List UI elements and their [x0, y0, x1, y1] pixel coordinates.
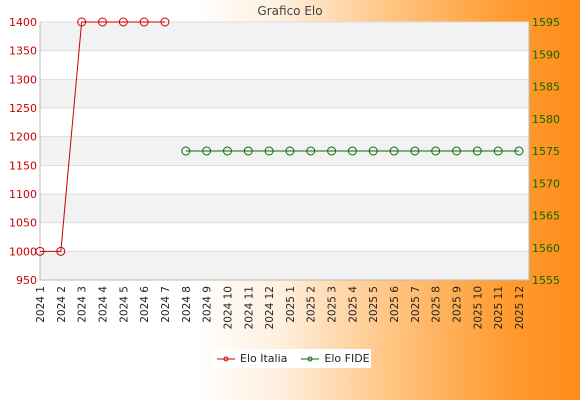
data-point-elo-fide: [410, 146, 420, 156]
left-tick-label: 1200: [9, 131, 37, 144]
legend-item-elo-italia: Elo Italia: [217, 352, 287, 365]
left-tick-label: 1250: [9, 102, 37, 115]
data-point-elo-fide: [514, 146, 524, 156]
x-tick-label: 2024 8: [181, 286, 193, 323]
right-tick-label: 1555: [532, 274, 560, 287]
x-tick-label: 2024 1: [35, 286, 47, 323]
right-tick-label: 1580: [532, 113, 560, 126]
grid-band: [40, 251, 529, 280]
data-point-elo-fide: [368, 146, 378, 156]
legend-swatch-elo-italia: [217, 356, 235, 361]
legend-item-elo-fide: Elo FIDE: [301, 352, 370, 365]
legend-label-elo-italia: Elo Italia: [240, 352, 288, 365]
grid-band: [40, 22, 529, 51]
left-tick-label: 1000: [9, 245, 37, 258]
x-axis-ticks: 2024 1 2024 2 2024 3 2024 4 2024 5 2024 6 2024…: [35, 286, 526, 330]
x-tick-label: 2025 3: [327, 286, 339, 323]
chart-title: Grafico Elo: [257, 4, 323, 18]
data-point-elo-italia: [35, 246, 45, 256]
x-tick-label: 2025 6: [389, 286, 401, 323]
data-point-elo-italia: [77, 17, 87, 27]
legend: Elo Italia Elo FIDE: [211, 349, 371, 368]
data-point-elo-italia: [97, 17, 107, 27]
x-tick-label: 2025 10: [472, 286, 484, 329]
data-point-elo-fide: [472, 146, 482, 156]
data-point-elo-fide: [222, 146, 232, 156]
grid-bands: [40, 22, 529, 280]
left-axis-ticks: 950 1000 1050 1100 1150 1200 1250 1300 1350 1400: [9, 16, 37, 287]
data-point-elo-fide: [347, 146, 357, 156]
data-point-elo-italia: [118, 17, 128, 27]
x-tick-label: 2024 5: [118, 286, 130, 323]
data-point-elo-fide: [306, 146, 316, 156]
series-layer: [35, 17, 524, 256]
left-tick-label: 1100: [9, 188, 37, 201]
right-tick-label: 1595: [532, 16, 560, 29]
x-tick-label: 2025 12: [514, 286, 526, 329]
x-tick-label: 2025 5: [368, 286, 380, 323]
right-tick-label: 1565: [532, 210, 560, 223]
x-tick-label: 2025 9: [452, 286, 464, 323]
data-point-elo-fide: [243, 146, 253, 156]
x-tick-label: 2024 2: [56, 286, 68, 323]
x-tick-label: 2024 6: [139, 286, 151, 323]
legend-label-elo-fide: Elo FIDE: [324, 352, 370, 365]
left-tick-label: 1400: [9, 16, 37, 29]
left-tick-label: 1350: [9, 45, 37, 58]
data-point-elo-fide: [285, 146, 295, 156]
legend-swatch-elo-fide: [301, 356, 320, 361]
x-tick-label: 2025 2: [306, 286, 318, 323]
left-tick-label: 1300: [9, 73, 37, 86]
data-point-elo-fide: [452, 146, 462, 156]
left-tick-label: 1050: [9, 217, 37, 230]
data-point-elo-italia: [160, 17, 170, 27]
data-point-elo-italia: [56, 246, 66, 256]
x-tick-label: 2024 11: [243, 286, 255, 329]
data-point-elo-italia: [139, 17, 149, 27]
data-point-elo-fide: [202, 146, 212, 156]
x-tick-label: 2025 11: [493, 286, 505, 329]
data-point-elo-fide: [264, 146, 274, 156]
x-tick-label: 2024 4: [97, 286, 109, 323]
x-tick-label: 2024 12: [264, 286, 276, 329]
x-tick-label: 2024 9: [202, 286, 214, 323]
data-point-elo-fide: [431, 146, 441, 156]
right-tick-label: 1560: [532, 242, 560, 255]
data-point-elo-fide: [181, 146, 191, 156]
series-line-elo-italia: [40, 21, 165, 252]
x-tick-label: 2024 3: [77, 286, 89, 323]
x-tick-label: 2025 4: [347, 286, 359, 323]
right-tick-label: 1585: [532, 81, 560, 94]
x-tick-label: 2025 8: [431, 286, 443, 323]
x-tick-label: 2024 7: [160, 286, 172, 323]
left-tick-label: 950: [16, 274, 37, 287]
right-tick-label: 1570: [532, 177, 560, 190]
right-tick-label: 1575: [532, 145, 560, 158]
x-tick-label: 2025 1: [285, 286, 297, 323]
grid-band: [40, 79, 529, 108]
data-point-elo-fide: [327, 146, 337, 156]
right-axis-ticks: 1555 1560 1565 1570 1575 1580 1585 1590 1595: [532, 16, 560, 287]
right-tick-label: 1590: [532, 48, 560, 61]
left-tick-label: 1150: [9, 159, 37, 172]
grid-band: [40, 194, 529, 223]
x-tick-label: 2025 7: [410, 286, 422, 323]
data-point-elo-fide: [493, 146, 503, 156]
data-point-elo-fide: [389, 146, 399, 156]
x-tick-label: 2024 10: [222, 286, 234, 329]
